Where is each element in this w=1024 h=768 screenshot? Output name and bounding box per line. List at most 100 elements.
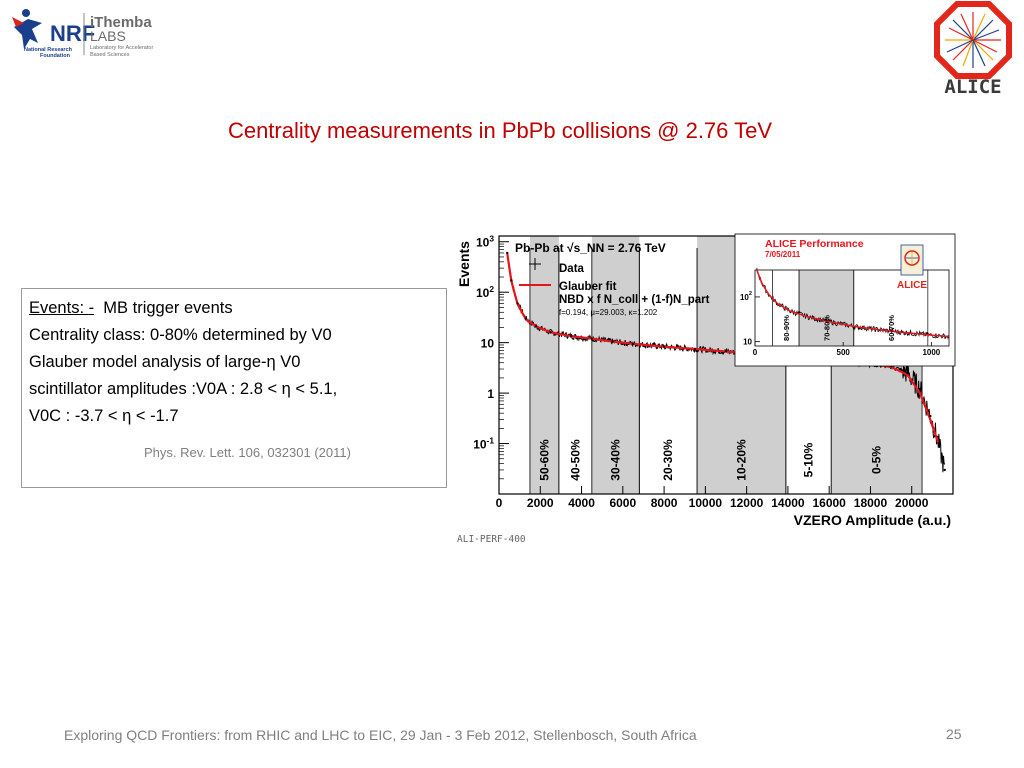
x-tick-label-1: 2000 xyxy=(527,496,554,510)
events-label: Events: xyxy=(29,299,89,317)
inset-bins xyxy=(772,270,929,346)
y-tick-label-2: 10 xyxy=(481,337,495,351)
inset-bin-label-1: 70-80% xyxy=(822,315,831,341)
x-tick-label-0: 0 xyxy=(496,496,503,510)
legend-header: Pb-Pb at √s_NN = 2.76 TeV xyxy=(515,241,666,255)
vzero-amplitude-chart: 0 2000 4000 6000 8000 10000 12000 14000 16000 180… xyxy=(455,228,960,548)
centrality-bin-labels: 50-60% 40-50% 30-40% 20-30% 10-20% 5-10% 0-5% xyxy=(537,439,883,481)
x-tick-label-9: 18000 xyxy=(854,496,888,510)
y-tick-label-0: 10-1 xyxy=(473,436,494,452)
inset-date: 7/05/2011 xyxy=(765,250,801,259)
y-tick-label-4: 103 xyxy=(476,234,494,250)
inset-panel: 0 500 1000 10 102 80-90% 70-80% 60-70% ALICE P… xyxy=(734,233,956,367)
footer-text: Exploring QCD Frontiers: from RHIC and L… xyxy=(64,727,697,743)
inset-x-tick-label-0: 0 xyxy=(753,348,758,357)
data-point-0 xyxy=(506,251,509,255)
data-point-20 xyxy=(918,387,922,391)
inset-header: ALICE Performance xyxy=(765,238,864,250)
data-point-6 xyxy=(570,334,573,338)
events-text: MB trigger events xyxy=(94,299,233,317)
centrality-bin-label-5: 5-10% xyxy=(802,442,816,477)
centrality-line: Centrality class: 0-80% determined by V0 xyxy=(29,326,332,344)
centrality-bin-label-2: 30-40% xyxy=(609,439,623,481)
slide-title: Centrality measurements in PbPb collisio… xyxy=(227,118,773,143)
data-point-1 xyxy=(510,279,513,282)
y-tick-label-3: 102 xyxy=(476,284,494,300)
nrf-sub-2: Foundation xyxy=(40,53,71,59)
centrality-band-2 xyxy=(591,236,640,494)
events-line: Events: - MB trigger events xyxy=(29,295,439,322)
x-tick-label-6: 12000 xyxy=(730,496,764,510)
x-tick-label-8: 16000 xyxy=(812,496,846,510)
x-tick-label-2: 4000 xyxy=(568,496,595,510)
nrf-text: NRF xyxy=(50,21,95,46)
alice-logo: ALICE xyxy=(934,1,1012,98)
events-dash: - xyxy=(88,299,95,317)
data-point-3 xyxy=(524,317,528,320)
centrality-bin-label-3: 20-30% xyxy=(661,439,675,481)
data-point-9 xyxy=(631,342,635,345)
centrality-band-0 xyxy=(529,236,559,494)
centrality-bin-label-1: 40-50% xyxy=(568,439,582,481)
inset-series xyxy=(756,267,949,340)
inset-alice-logo-icon: ALICE xyxy=(897,244,927,291)
reference: Phys. Rev. Lett. 106, 032301 (2011) xyxy=(144,445,351,460)
inset-frame xyxy=(754,269,950,347)
legend-data-marker-icon xyxy=(529,258,541,270)
nrf-person-icon xyxy=(12,9,42,49)
x-tick-label-5: 10000 xyxy=(689,496,723,510)
data-point-21 xyxy=(929,414,932,418)
inset-bin-label-2: 60-70% xyxy=(887,315,896,341)
centrality-bins xyxy=(529,236,923,494)
inset-alice-text: ALICE xyxy=(897,280,927,291)
info-box: Events: - MB trigger events Centrality c… xyxy=(21,288,447,488)
y-axis-label: Events xyxy=(456,241,472,287)
page-number: 25 xyxy=(946,726,962,742)
inset-fit-line xyxy=(756,269,949,338)
inset-band-1 xyxy=(799,270,854,346)
inset-bin-labels: 80-90% 70-80% 60-70% xyxy=(782,315,896,341)
legend-fit-label-1: Glauber fit xyxy=(559,281,617,293)
legend-params: f=0.194, μ=29.003, κ=1.202 xyxy=(559,308,658,317)
v0c-line: V0C : -3.7 < η < -1.7 xyxy=(29,407,179,425)
inset-x-tick-label-2: 1000 xyxy=(922,348,940,357)
data-point-23 xyxy=(943,468,946,472)
y-tick-label-1: 1 xyxy=(487,387,494,401)
x-tick-label-10: 20000 xyxy=(895,496,929,510)
data-point-19 xyxy=(906,371,909,375)
data-point-2 xyxy=(516,302,519,305)
centrality-bin-label-0: 50-60% xyxy=(537,439,551,481)
ithemba-sub-1: Laboratory for Accelerator xyxy=(90,45,153,51)
scintillator-line: scintillator amplitudes :V0A : 2.8 < η <… xyxy=(29,380,338,398)
ithemba-title-2: LABS xyxy=(90,28,126,44)
inset-y-tick-label-0: 10 xyxy=(743,338,752,347)
alice-logo-text: ALICE xyxy=(944,76,1001,98)
data-point-10 xyxy=(662,345,666,348)
ithemba-sub-2: Based Sciences xyxy=(90,52,130,58)
inset-bin-label-0: 80-90% xyxy=(782,315,791,341)
main-axes: 0 2000 4000 6000 8000 10000 12000 14000 16000 180… xyxy=(456,234,954,528)
legend: Pb-Pb at √s_NN = 2.76 TeV Data Glauber f… xyxy=(515,241,710,317)
x-tick-label-3: 6000 xyxy=(609,496,636,510)
x-axis-label: VZERO Amplitude (a.u.) xyxy=(794,512,951,528)
x-tick-label-7: 14000 xyxy=(771,496,805,510)
centrality-bin-label-6: 0-5% xyxy=(870,446,884,474)
data-point-11 xyxy=(693,347,697,351)
inset-axes: 0 500 1000 10 102 xyxy=(740,269,950,357)
x-tick-label-4: 8000 xyxy=(651,496,678,510)
ithemba-title-1: iThemba xyxy=(90,14,152,31)
legend-fit-label-2: NBD x f N_coll + (1-f)N_part xyxy=(559,294,710,306)
alice-starburst-icon xyxy=(945,12,1001,68)
data-point-5 xyxy=(549,331,552,334)
inset-y-tick-label-1: 102 xyxy=(740,291,752,302)
nrf-sub-1: National Research xyxy=(24,47,73,53)
chart-svg: 0 2000 4000 6000 8000 10000 12000 14000 16000 180… xyxy=(456,233,956,545)
data-point-12 xyxy=(724,350,728,353)
legend-data-label: Data xyxy=(559,263,585,275)
glauber-line: Glauber model analysis of large-η V0 xyxy=(29,353,301,371)
data-point-4 xyxy=(534,325,538,328)
inset-x-tick-label-1: 500 xyxy=(837,348,851,357)
data-point-7 xyxy=(590,337,594,340)
data-point-22 xyxy=(937,442,940,445)
data-point-8 xyxy=(611,340,614,343)
